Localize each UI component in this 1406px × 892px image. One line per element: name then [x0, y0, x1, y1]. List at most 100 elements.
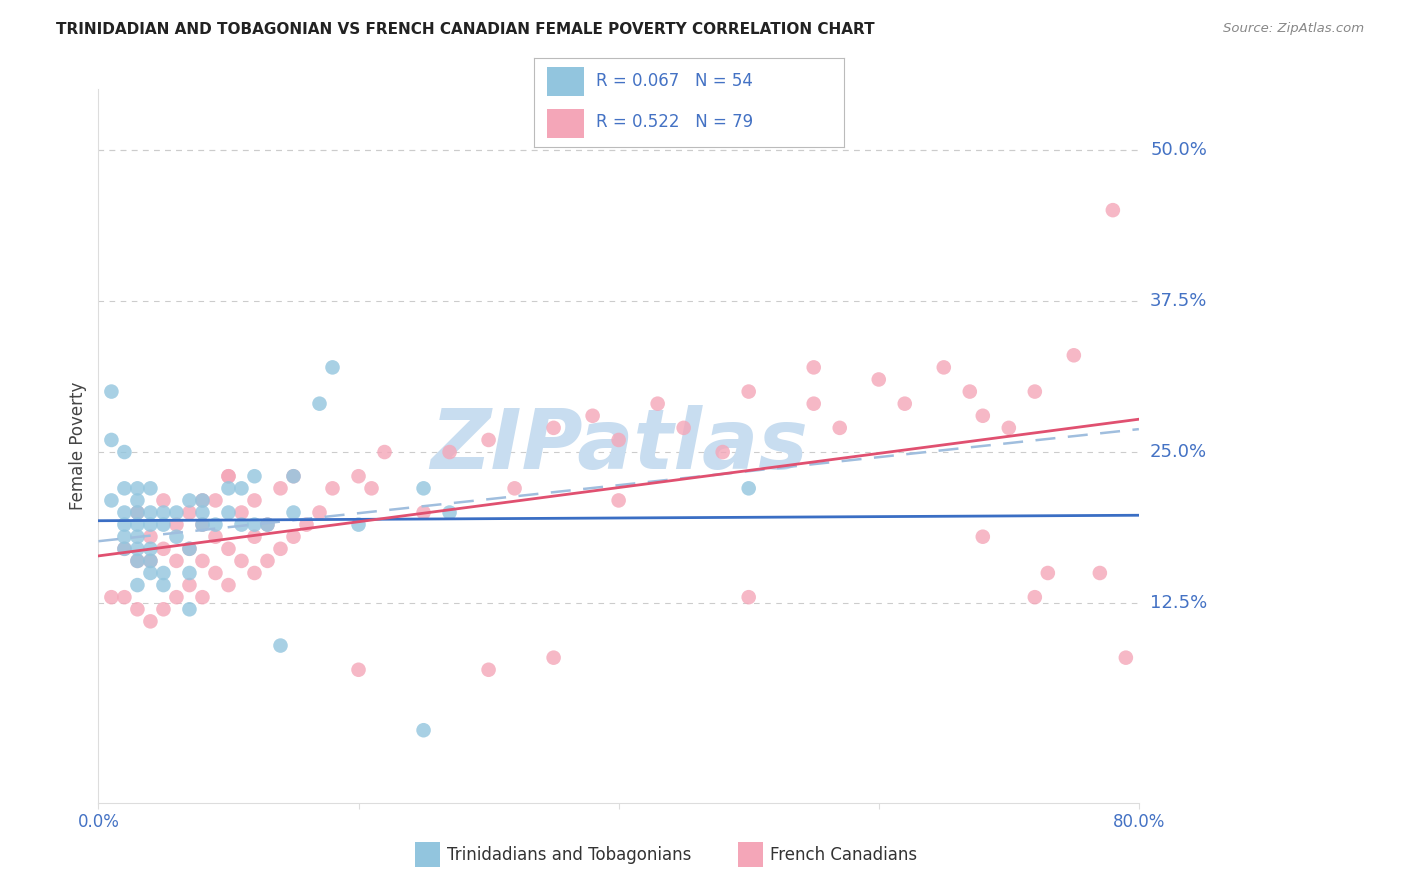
Y-axis label: Female Poverty: Female Poverty [69, 382, 87, 510]
Point [179, 541, 201, 556]
Point [959, 384, 981, 399]
Point [711, 445, 734, 459]
Point [308, 397, 330, 411]
Point [231, 481, 253, 495]
Point [204, 566, 226, 580]
Point [283, 530, 305, 544]
Point [1063, 348, 1085, 362]
Point [139, 506, 162, 520]
Text: Trinidadians and Tobagonians: Trinidadians and Tobagonians [447, 846, 692, 863]
Point [360, 481, 382, 495]
Point [243, 530, 266, 544]
Point [127, 541, 149, 556]
Point [127, 506, 149, 520]
Point [738, 481, 761, 495]
Point [127, 602, 149, 616]
Text: TRINIDADIAN AND TOBAGONIAN VS FRENCH CANADIAN FEMALE POVERTY CORRELATION CHART: TRINIDADIAN AND TOBAGONIAN VS FRENCH CAN… [56, 22, 875, 37]
Point [1036, 566, 1059, 580]
Point [166, 517, 188, 532]
Point [114, 590, 135, 604]
Text: French Canadians: French Canadians [770, 846, 918, 863]
Point [283, 469, 305, 483]
Point [582, 409, 605, 423]
Point [179, 541, 201, 556]
Point [231, 554, 253, 568]
Point [139, 530, 162, 544]
Point [243, 566, 266, 580]
Point [152, 506, 174, 520]
Point [114, 445, 135, 459]
Point [270, 481, 292, 495]
Point [166, 554, 188, 568]
Point [256, 517, 278, 532]
Point [347, 469, 370, 483]
Point [738, 384, 761, 399]
Point [412, 723, 434, 738]
Point [152, 602, 174, 616]
Point [308, 506, 330, 520]
Point [321, 481, 344, 495]
Point [114, 541, 135, 556]
Point [139, 615, 162, 629]
Point [803, 360, 825, 375]
Point [321, 360, 344, 375]
Point [100, 384, 122, 399]
Point [256, 554, 278, 568]
Point [127, 554, 149, 568]
Point [803, 397, 825, 411]
Text: R = 0.522   N = 79: R = 0.522 N = 79 [596, 113, 754, 131]
Point [179, 578, 201, 592]
Point [191, 506, 214, 520]
Point [347, 663, 370, 677]
Point [139, 541, 162, 556]
Point [1024, 590, 1046, 604]
Point [243, 517, 266, 532]
Point [152, 566, 174, 580]
Point [139, 554, 162, 568]
Point [270, 541, 292, 556]
Point [127, 554, 149, 568]
Text: 50.0%: 50.0% [1150, 141, 1206, 159]
Point [972, 409, 994, 423]
Point [972, 530, 994, 544]
Point [503, 481, 526, 495]
Point [127, 578, 149, 592]
Point [152, 493, 174, 508]
Point [478, 663, 501, 677]
Bar [547, 109, 583, 138]
Point [191, 590, 214, 604]
Point [100, 493, 122, 508]
Point [243, 469, 266, 483]
Point [295, 517, 318, 532]
Point [894, 397, 917, 411]
Point [139, 481, 162, 495]
Point [179, 493, 201, 508]
Point [114, 517, 135, 532]
Point [166, 530, 188, 544]
Point [100, 433, 122, 447]
Text: Source: ZipAtlas.com: Source: ZipAtlas.com [1223, 22, 1364, 36]
Point [218, 578, 240, 592]
Point [543, 650, 565, 665]
Point [204, 530, 226, 544]
Point [191, 493, 214, 508]
Point [647, 397, 669, 411]
Point [204, 517, 226, 532]
Point [478, 433, 501, 447]
Point [179, 506, 201, 520]
Point [1024, 384, 1046, 399]
Point [166, 506, 188, 520]
Point [218, 481, 240, 495]
Point [231, 517, 253, 532]
Point [439, 445, 461, 459]
Text: 25.0%: 25.0% [1150, 443, 1208, 461]
Point [127, 517, 149, 532]
Point [932, 360, 955, 375]
Point [738, 590, 761, 604]
Point [152, 578, 174, 592]
Point [218, 469, 240, 483]
Point [998, 421, 1021, 435]
Point [191, 517, 214, 532]
Point [127, 493, 149, 508]
Point [114, 530, 135, 544]
